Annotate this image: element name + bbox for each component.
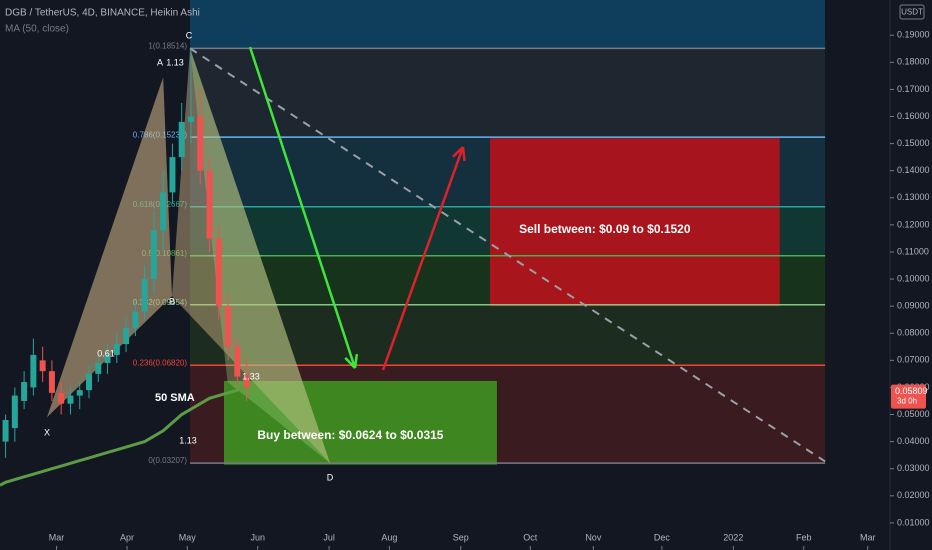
candle-body xyxy=(113,344,120,355)
pattern-xab xyxy=(47,77,172,418)
candle-body xyxy=(86,373,92,391)
y-tick-label: 0.01000 xyxy=(897,517,930,527)
x-tick-label: Nov xyxy=(585,532,602,542)
pattern-point-label: B xyxy=(169,296,175,306)
candle-body xyxy=(243,376,250,388)
candle-body xyxy=(21,382,28,401)
candle-body xyxy=(132,311,139,328)
y-tick-label: 0.02000 xyxy=(897,490,930,500)
candle-body xyxy=(104,354,111,364)
fib-label: 0.236(0.06820) xyxy=(133,358,188,367)
y-tick-label: 0.05000 xyxy=(897,409,930,419)
ratio-label: 0.61 xyxy=(97,348,115,358)
x-tick-label: Apr xyxy=(120,532,134,542)
indicator-label: MA (50, close) xyxy=(5,24,69,35)
candle-body xyxy=(39,360,46,372)
ratio-label: 1.33 xyxy=(242,371,260,381)
candle-body xyxy=(30,354,37,388)
ratio-label: 1.13 xyxy=(179,435,197,445)
x-tick-label: 2022 xyxy=(723,532,743,542)
pattern-point-label: A xyxy=(157,57,163,67)
fib-label: 1(0.18514) xyxy=(148,41,187,50)
fib-band xyxy=(190,48,826,138)
price-tag-countdown: 3d 0h xyxy=(897,397,917,406)
price-tag xyxy=(891,384,926,409)
candle-body xyxy=(67,395,74,404)
candle-body xyxy=(206,170,213,239)
chart-title: DGB / TetherUS, 4D, BINANCE, Heikin Ashi xyxy=(5,8,200,19)
candle-body xyxy=(95,363,102,374)
x-tick-label: May xyxy=(179,532,197,542)
y-tick-label: 0.09000 xyxy=(897,301,930,311)
candle-body xyxy=(234,346,241,377)
y-tick-label: 0.04000 xyxy=(897,436,930,446)
ma-label: 50 SMA xyxy=(155,392,195,404)
zone-label: Sell between: $0.09 to $0.1520 xyxy=(519,222,691,236)
candle-body xyxy=(225,306,232,347)
arrow xyxy=(248,46,357,369)
pattern-cd-shade xyxy=(190,48,331,464)
y-tick-label: 0.17000 xyxy=(897,84,930,94)
arrow-head xyxy=(452,146,464,158)
zone-label: Buy between: $0.0624 to $0.0315 xyxy=(257,428,443,442)
y-tick-label: 0.13000 xyxy=(897,192,930,202)
candle-body xyxy=(141,279,148,312)
y-tick-label: 0.14000 xyxy=(897,165,930,175)
x-tick-label: Jun xyxy=(250,532,265,542)
y-tick-label: 0.08000 xyxy=(897,328,930,338)
y-tick-label: 0.10000 xyxy=(897,273,930,283)
plot-area: 1(0.18514)0.786(0.15238)0.618(0.12667)0.… xyxy=(0,0,826,487)
pattern-point-label: C xyxy=(186,30,193,40)
x-tick-label: Oct xyxy=(523,532,538,542)
arrow xyxy=(381,146,465,371)
fib-label: 0(0.03207) xyxy=(148,456,187,465)
arrow-head xyxy=(344,357,356,369)
y-tick-label: 0.16000 xyxy=(897,111,930,121)
candle-body xyxy=(197,116,204,171)
y-tick-label: 0.15000 xyxy=(897,138,930,148)
ma-line xyxy=(0,385,248,487)
fib-band xyxy=(190,304,826,366)
x-tick-label: Jul xyxy=(323,532,335,542)
candle-body xyxy=(48,371,55,393)
candle-body xyxy=(178,121,185,158)
candle-body xyxy=(215,238,222,307)
y-tick-label: 0.03000 xyxy=(897,463,930,473)
zone-box xyxy=(489,138,780,307)
x-tick-label: Mar xyxy=(49,532,65,542)
x-tick-label: Mar xyxy=(860,532,876,542)
y-tick-label: 0.12000 xyxy=(897,219,930,229)
x-tick-label: Dec xyxy=(654,532,671,542)
currency-box[interactable] xyxy=(899,4,925,20)
arrow-head xyxy=(353,353,359,369)
ratio-label: 1.13 xyxy=(166,57,184,67)
y-tick-label: 0.11000 xyxy=(897,246,929,256)
zone-box xyxy=(223,380,497,465)
pattern-point-label: X xyxy=(44,427,50,437)
candle-body xyxy=(58,392,65,404)
fib-top-band xyxy=(190,0,826,49)
x-tick-label: Feb xyxy=(796,532,812,542)
candle-body xyxy=(76,390,83,396)
candle-body xyxy=(11,395,18,429)
candle-body xyxy=(160,192,167,231)
candle-body xyxy=(169,157,176,193)
arrow-head xyxy=(461,146,466,162)
pattern-point-label: D xyxy=(327,472,334,482)
candle-body xyxy=(187,116,194,122)
y-tick-label: 0.19000 xyxy=(897,30,930,40)
x-tick-label: Sep xyxy=(453,532,469,542)
y-tick-label: 0.18000 xyxy=(897,57,930,67)
candle-body xyxy=(150,230,157,280)
x-tick-label: Aug xyxy=(381,532,397,542)
candle-body xyxy=(123,327,130,345)
pattern-bcd xyxy=(171,48,331,464)
y-tick-label: 0.07000 xyxy=(897,355,930,365)
currency: USDT xyxy=(901,8,923,17)
projection-line xyxy=(189,47,826,463)
price-tag-value: 0.05809 xyxy=(895,386,928,396)
candle-body xyxy=(2,419,9,442)
